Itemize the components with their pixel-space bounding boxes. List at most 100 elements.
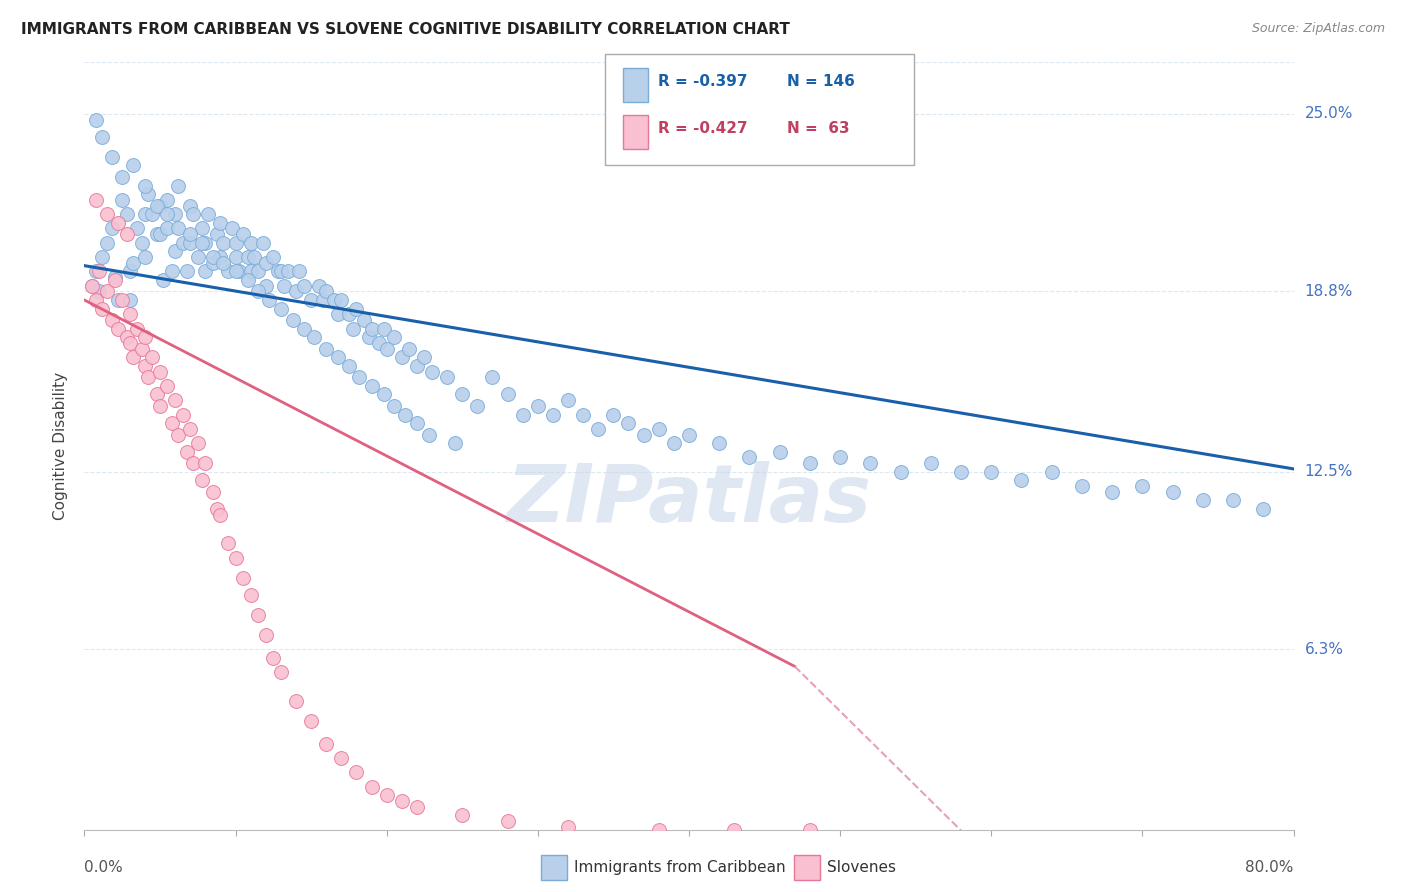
Point <box>107 293 129 307</box>
Point <box>221 221 243 235</box>
Point <box>160 264 183 278</box>
Point <box>920 456 942 470</box>
Point <box>443 436 465 450</box>
Point <box>181 207 204 221</box>
Point <box>1040 465 1063 479</box>
Point <box>270 264 292 278</box>
Point <box>709 436 731 450</box>
Point <box>118 264 141 278</box>
Text: IMMIGRANTS FROM CARIBBEAN VS SLOVENE COGNITIVE DISABILITY CORRELATION CHART: IMMIGRANTS FROM CARIBBEAN VS SLOVENE COG… <box>21 22 790 37</box>
Point <box>156 193 179 207</box>
Point <box>194 235 217 250</box>
Point <box>349 370 371 384</box>
Point <box>239 235 262 250</box>
Point <box>209 216 232 230</box>
Point <box>172 408 194 422</box>
Point <box>738 450 761 465</box>
Point <box>96 207 118 221</box>
Point <box>254 628 277 642</box>
Point <box>360 321 382 335</box>
Point <box>346 301 368 316</box>
Point <box>96 285 118 299</box>
Point <box>146 198 169 212</box>
Point <box>830 450 852 465</box>
Point <box>212 256 235 270</box>
Point <box>107 216 129 230</box>
Point <box>86 264 108 278</box>
Point <box>257 293 280 307</box>
Point <box>165 244 187 259</box>
Point <box>353 313 375 327</box>
Point <box>239 264 262 278</box>
Point <box>391 794 413 808</box>
Point <box>176 264 198 278</box>
Point <box>1130 479 1153 493</box>
Point <box>1101 484 1123 499</box>
Point <box>232 571 254 585</box>
Point <box>723 822 745 837</box>
Point <box>420 365 443 379</box>
Point <box>360 379 382 393</box>
Point <box>187 250 209 264</box>
Point <box>121 159 143 173</box>
Text: 18.8%: 18.8% <box>1305 284 1353 299</box>
Point <box>179 235 201 250</box>
Point <box>118 335 141 350</box>
Point <box>512 408 534 422</box>
Point <box>398 342 420 356</box>
Point <box>86 293 108 307</box>
Point <box>247 607 270 622</box>
Point <box>111 293 134 307</box>
Point <box>217 264 239 278</box>
Point <box>769 444 792 458</box>
Point <box>436 370 458 384</box>
Y-axis label: Cognitive Disability: Cognitive Disability <box>53 372 69 520</box>
Point <box>368 335 391 350</box>
Point <box>394 408 416 422</box>
Point <box>111 193 134 207</box>
Point <box>285 694 308 708</box>
Point <box>648 822 671 837</box>
Point <box>413 351 436 365</box>
Point <box>418 427 440 442</box>
Point <box>262 650 284 665</box>
Point <box>328 351 350 365</box>
Point <box>134 330 156 344</box>
Point <box>115 207 138 221</box>
Point <box>633 427 655 442</box>
Point <box>80 278 103 293</box>
Point <box>288 264 311 278</box>
Point <box>375 788 398 802</box>
Point <box>165 393 187 408</box>
Point <box>406 799 429 814</box>
Point <box>179 422 201 436</box>
Point <box>328 307 350 321</box>
Point <box>373 321 395 335</box>
Point <box>254 278 277 293</box>
Point <box>247 285 270 299</box>
Point <box>121 256 143 270</box>
Point <box>191 474 214 488</box>
Point <box>588 422 610 436</box>
Point <box>127 321 149 335</box>
Point <box>1161 484 1184 499</box>
Point <box>406 416 429 430</box>
Point <box>118 293 141 307</box>
Point <box>451 387 474 401</box>
Point <box>201 484 224 499</box>
Point <box>602 408 624 422</box>
Point <box>134 178 156 193</box>
Point <box>86 112 108 127</box>
Point <box>382 330 405 344</box>
Point <box>160 416 183 430</box>
Point <box>201 250 224 264</box>
Point <box>107 321 129 335</box>
Point <box>225 250 247 264</box>
Point <box>115 227 138 242</box>
Point <box>127 221 149 235</box>
Point <box>292 321 315 335</box>
Point <box>980 465 1002 479</box>
Point <box>322 293 344 307</box>
Point <box>285 285 308 299</box>
Point <box>118 307 141 321</box>
